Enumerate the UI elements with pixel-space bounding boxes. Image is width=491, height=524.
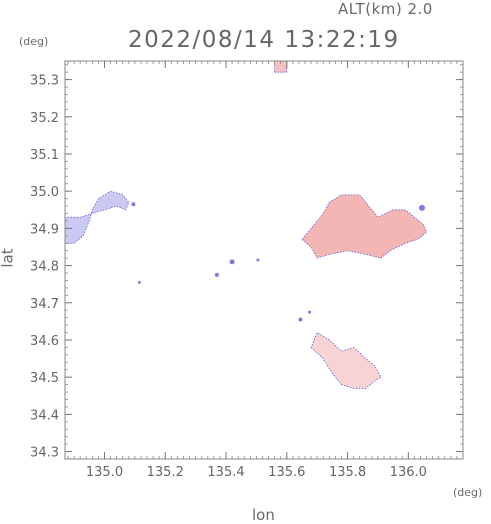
datetime-title: 2022/08/14 13:22:19 (128, 27, 400, 53)
y-axis-unit: (deg) (19, 35, 49, 48)
echo-speckle (418, 204, 425, 211)
echo-north-spot (274, 60, 288, 73)
x-axis-unit: (deg) (453, 486, 483, 499)
echo-speckle (131, 202, 136, 207)
y-tick-label: 34.3 (30, 446, 59, 461)
y-tick-label: 35.0 (30, 185, 59, 200)
y-tick-label: 35.3 (30, 74, 59, 89)
x-tick-label: 135.0 (86, 465, 123, 480)
echo-west-cluster (64, 190, 130, 244)
y-tick-label: 35.1 (30, 148, 59, 163)
x-tick-label: 135.4 (207, 465, 244, 480)
echo-layer (64, 60, 427, 389)
x-tick-label: 135.8 (329, 465, 366, 480)
y-tick-label: 35.2 (30, 111, 59, 126)
altitude-label: ALT(km) 2.0 (338, 0, 433, 18)
echo-speckle (214, 272, 219, 277)
x-axis-title: lon (252, 506, 275, 524)
x-tick-label: 135.6 (268, 465, 305, 480)
echo-speckle (137, 280, 141, 284)
echo-east-cluster (301, 194, 427, 259)
x-tick-label: 135.2 (147, 465, 184, 480)
echo-speckle (298, 317, 303, 322)
y-tick-label: 34.5 (30, 371, 59, 386)
echo-southeast-cluster (310, 331, 382, 389)
y-tick-label: 34.9 (30, 222, 59, 237)
echo-speckle (229, 259, 235, 265)
tick-layer: 135.0 135.2 135.4 135.6 135.8 136.0 34.3 34.4 34… (30, 61, 463, 480)
echo-speckle (308, 310, 312, 314)
echo-speckle (256, 258, 260, 262)
plot-frame (64, 60, 464, 460)
y-tick-label: 34.8 (30, 260, 59, 275)
y-tick-label: 34.7 (30, 297, 59, 312)
y-tick-label: 34.4 (30, 408, 59, 423)
y-tick-label: 34.6 (30, 334, 59, 349)
x-tick-label: 136.0 (390, 465, 427, 480)
